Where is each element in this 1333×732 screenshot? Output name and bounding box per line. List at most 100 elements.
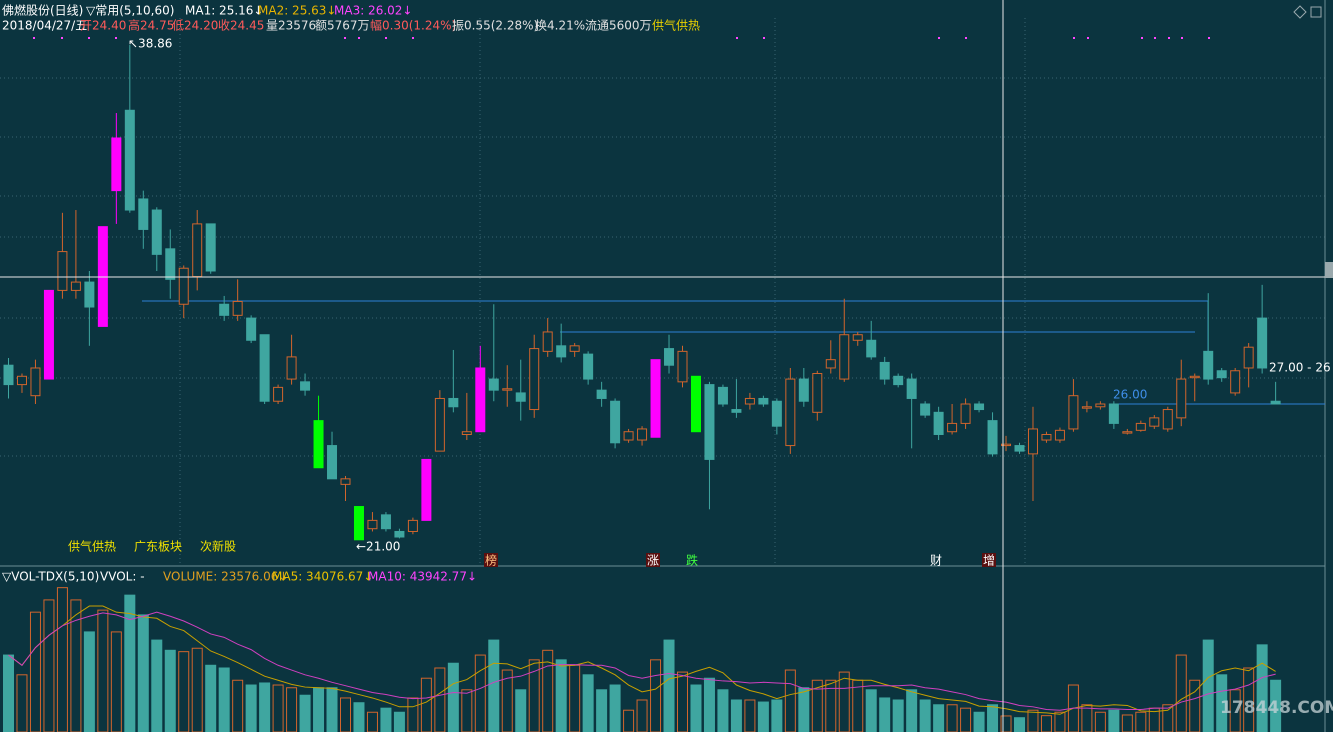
- volume-bar: [892, 699, 904, 732]
- volume-bar: [326, 687, 338, 732]
- candle-body: [1243, 346, 1254, 369]
- header-item: ▽常用(5,10,60): [86, 4, 174, 18]
- candle-body: [650, 359, 661, 438]
- volume-bar: [838, 671, 850, 732]
- dot: [115, 37, 117, 39]
- volume-bar: [677, 671, 688, 732]
- marker[interactable]: 增: [983, 554, 995, 568]
- candle-body: [124, 109, 135, 211]
- candle-body: [313, 420, 324, 469]
- marker[interactable]: 涨: [647, 553, 659, 568]
- volume-bar: [1135, 711, 1147, 732]
- candle-body: [394, 530, 405, 538]
- candle-body: [677, 350, 688, 383]
- volume-bar: [798, 687, 810, 732]
- volume-bar: [461, 689, 473, 732]
- volume-bar: [70, 599, 82, 732]
- header-item: 供气供热: [652, 18, 700, 33]
- candle-body: [960, 403, 971, 424]
- icon-square[interactable]: [1310, 6, 1322, 18]
- header-item: 低24.20: [172, 19, 218, 33]
- header-item: 量23576: [266, 19, 316, 33]
- volume-bar: [690, 684, 702, 732]
- volume-bar: [1202, 639, 1214, 732]
- volume-bar: [447, 662, 459, 732]
- volume-bar: [569, 664, 581, 732]
- volume-bar: [1027, 709, 1039, 732]
- candle-body: [1270, 400, 1281, 405]
- candle-body: [637, 428, 648, 441]
- volume-bar: [744, 699, 756, 732]
- candle-body: [43, 289, 54, 380]
- candle-body: [623, 431, 634, 441]
- volume-bar: [151, 639, 163, 732]
- candle-body: [839, 334, 850, 380]
- dot: [344, 37, 346, 39]
- volume-bar: [110, 631, 122, 732]
- volume-bar: [380, 707, 392, 732]
- candle-body: [273, 386, 284, 402]
- candle-body: [367, 519, 378, 530]
- candle-body: [286, 356, 297, 380]
- icon-diamond[interactable]: [1293, 5, 1307, 19]
- chart-title: 佛燃股份(日线): [2, 3, 83, 18]
- volume-bar: [1175, 654, 1187, 732]
- dot: [33, 37, 35, 39]
- header-item: 开24.40: [80, 19, 126, 33]
- candle-body: [987, 420, 998, 455]
- volume-bar: [987, 704, 999, 732]
- candle-body: [1135, 422, 1146, 431]
- volume-bar: [1040, 715, 1052, 732]
- marker[interactable]: 榜: [485, 553, 497, 568]
- candle-body: [798, 378, 809, 402]
- candle-body: [610, 400, 621, 444]
- dot: [1154, 37, 1156, 39]
- candle-body: [717, 386, 728, 405]
- candle-body: [165, 248, 176, 280]
- candle-body: [920, 403, 931, 416]
- volume-bar: [596, 689, 608, 732]
- marker[interactable]: 跌: [686, 553, 698, 568]
- volume-bar: [852, 679, 864, 732]
- candle-body: [933, 411, 944, 435]
- marker-box: [982, 553, 996, 567]
- candle-body: [353, 506, 364, 541]
- volume-bar: [609, 684, 621, 732]
- candle-body: [407, 519, 418, 532]
- volume-bar: [407, 697, 419, 732]
- tag: 广东板块: [134, 540, 182, 554]
- volume-bar: [16, 674, 28, 732]
- volume-bar: [56, 587, 68, 732]
- volume-bar: [124, 594, 136, 732]
- candle-body: [461, 431, 472, 435]
- candle-body: [947, 422, 958, 433]
- header-item: MA2: 25.63↓: [258, 4, 336, 18]
- candle-body: [1054, 429, 1065, 441]
- candle-body: [138, 198, 149, 230]
- marker[interactable]: 财: [930, 554, 942, 568]
- volume-bar: [43, 599, 55, 732]
- right-label: 27.00 - 26: [1269, 361, 1331, 375]
- volume-bar: [528, 659, 540, 732]
- volume-title: ▽VOL-TDX(5,10): [2, 570, 99, 584]
- volume-bar: [353, 702, 365, 732]
- dot: [736, 37, 738, 39]
- tag: 供气供热: [68, 539, 116, 554]
- dot: [965, 37, 967, 39]
- header-item: 高24.75: [128, 18, 174, 33]
- low-label: ←21.00: [356, 540, 400, 554]
- dot: [1087, 37, 1089, 39]
- candle-body: [542, 331, 553, 352]
- volume-label: VVOL: -: [100, 570, 145, 584]
- dot: [1181, 37, 1183, 39]
- volume-bar: [515, 689, 527, 732]
- grid: [0, 18, 1325, 565]
- volume-bar: [366, 711, 378, 732]
- volume-bar: [933, 704, 945, 732]
- candle-body: [556, 345, 567, 358]
- candle-body: [421, 458, 432, 521]
- candle-body: [596, 389, 607, 399]
- candle-body: [1189, 375, 1200, 379]
- candle-body: [529, 348, 540, 411]
